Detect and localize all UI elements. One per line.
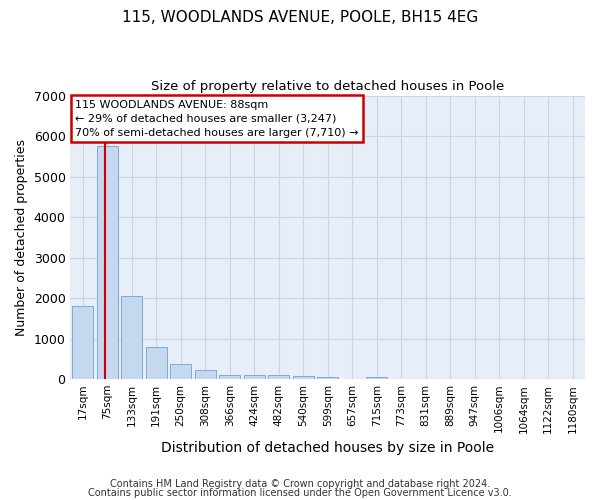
- Text: Contains public sector information licensed under the Open Government Licence v3: Contains public sector information licen…: [88, 488, 512, 498]
- Bar: [146, 346, 167, 379]
- Bar: [195, 370, 215, 379]
- Bar: [317, 377, 338, 379]
- Bar: [121, 296, 142, 379]
- Text: 115, WOODLANDS AVENUE, POOLE, BH15 4EG: 115, WOODLANDS AVENUE, POOLE, BH15 4EG: [122, 10, 478, 25]
- Bar: [244, 376, 265, 379]
- Y-axis label: Number of detached properties: Number of detached properties: [15, 139, 28, 336]
- Text: 115 WOODLANDS AVENUE: 88sqm
← 29% of detached houses are smaller (3,247)
70% of : 115 WOODLANDS AVENUE: 88sqm ← 29% of det…: [76, 100, 359, 138]
- X-axis label: Distribution of detached houses by size in Poole: Distribution of detached houses by size …: [161, 441, 494, 455]
- Bar: [97, 146, 118, 379]
- Title: Size of property relative to detached houses in Poole: Size of property relative to detached ho…: [151, 80, 505, 93]
- Bar: [293, 376, 314, 379]
- Bar: [72, 306, 93, 379]
- Bar: [367, 377, 387, 379]
- Bar: [170, 364, 191, 379]
- Text: Contains HM Land Registry data © Crown copyright and database right 2024.: Contains HM Land Registry data © Crown c…: [110, 479, 490, 489]
- Bar: [268, 376, 289, 379]
- Bar: [219, 375, 240, 379]
